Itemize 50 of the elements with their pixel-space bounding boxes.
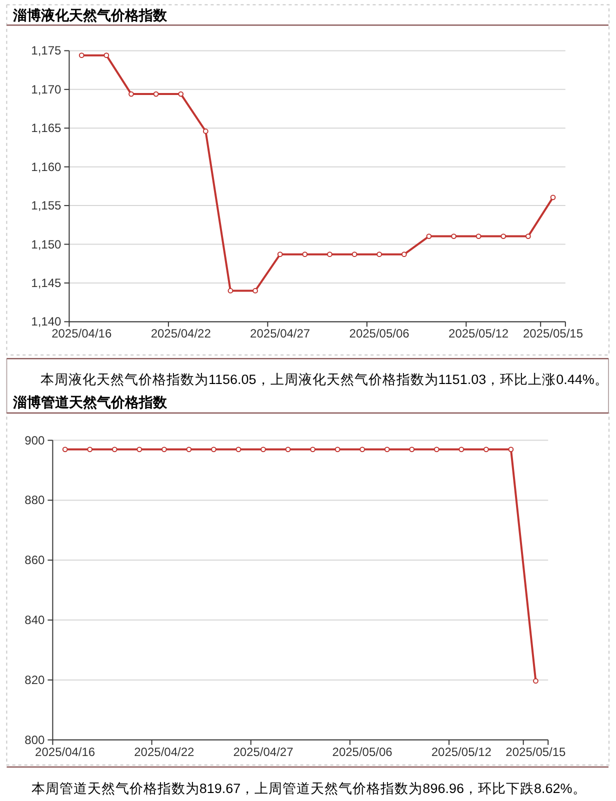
x-tick-label: 2025/04/16 <box>35 744 96 759</box>
point <box>228 288 234 294</box>
y-tick-label: 840 <box>24 613 46 628</box>
point <box>252 288 258 294</box>
y-tick-label: 1,170 <box>31 82 62 96</box>
point <box>500 234 506 239</box>
x-tick-label: 2025/04/16 <box>52 326 112 341</box>
point <box>202 128 208 134</box>
y-tick-label: 860 <box>24 553 46 568</box>
point <box>525 234 531 239</box>
y-tick-label: 1,150 <box>31 237 62 252</box>
point <box>401 252 407 258</box>
y-tick-label: 1,165 <box>31 121 62 136</box>
x-tick-label: 2025/05/12 <box>448 326 509 341</box>
point <box>153 91 159 97</box>
x-tick-label: 2025/04/27 <box>250 326 310 341</box>
y-tick-label: 1,145 <box>31 276 62 290</box>
x-tick-label: 2025/04/22 <box>134 744 195 759</box>
x-tick-label: 2025/04/27 <box>233 744 294 759</box>
point <box>78 52 84 58</box>
point <box>550 194 556 200</box>
x-tick-label: 2025/05/15 <box>506 744 566 759</box>
point <box>376 252 382 258</box>
point <box>302 252 308 258</box>
y-tick-label: 1,175 <box>31 44 62 58</box>
text: 本周管道天然气价格指数为819.67，上周管道天然气价格指数为896.96，环比下跌8.62%。 <box>31 781 586 796</box>
y-tick-label: 1,155 <box>31 198 62 213</box>
point <box>277 252 283 258</box>
point <box>178 91 184 97</box>
point <box>426 234 432 239</box>
y-tick-label: 880 <box>24 493 46 508</box>
chart-title: 淄博管道天然气价格指数 <box>12 394 168 410</box>
x-tick-label: 2025/05/15 <box>522 326 584 341</box>
x-tick-label: 2025/05/12 <box>431 744 492 759</box>
y-tick-label: 900 <box>24 433 46 448</box>
point <box>451 234 456 239</box>
point <box>104 52 110 58</box>
point <box>352 252 358 258</box>
point <box>128 91 134 97</box>
point <box>476 234 482 239</box>
y-tick-label: 1,140 <box>31 314 62 329</box>
y-tick-label: 800 <box>24 732 46 747</box>
x-tick-label: 2025/05/06 <box>349 326 410 341</box>
x-tick-label: 2025/04/22 <box>150 326 212 341</box>
text: 本周液化天然气价格指数为1156.05，上周液化天然气价格指数为1151.03，环比上涨0.44%。 <box>40 372 608 387</box>
y-tick-label: 1,160 <box>31 160 62 174</box>
chart-title: 淄博液化天然气价格指数 <box>12 7 168 23</box>
x-tick-label: 2025/05/06 <box>332 744 393 759</box>
y-tick-label: 820 <box>24 672 46 687</box>
point <box>327 252 332 258</box>
